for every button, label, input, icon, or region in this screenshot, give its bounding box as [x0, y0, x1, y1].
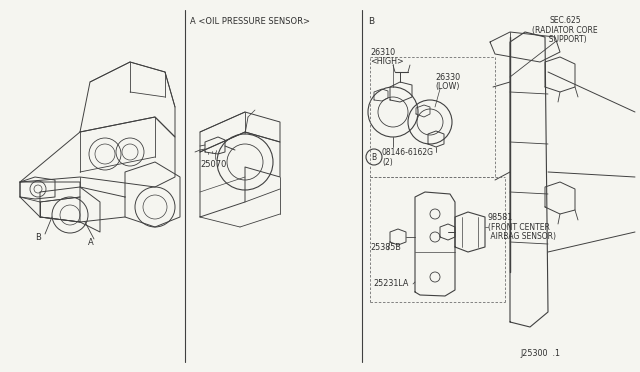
Text: AIRBAG SENSOR): AIRBAG SENSOR)	[488, 231, 556, 241]
Text: (2): (2)	[382, 157, 393, 167]
Text: B: B	[35, 232, 41, 241]
Text: (LOW): (LOW)	[435, 81, 460, 90]
Text: SUPPORT): SUPPORT)	[544, 35, 586, 44]
Text: B: B	[371, 153, 376, 161]
Text: SEC.625: SEC.625	[549, 16, 581, 25]
Text: 25385B: 25385B	[370, 243, 401, 251]
Text: 26310: 26310	[370, 48, 395, 57]
Text: (FRONT CENTER: (FRONT CENTER	[488, 222, 550, 231]
Text: 25231LA: 25231LA	[373, 279, 408, 289]
Text: A <OIL PRESSURE SENSOR>: A <OIL PRESSURE SENSOR>	[190, 16, 310, 26]
Text: 26330: 26330	[435, 73, 460, 81]
Text: (RADIATOR CORE: (RADIATOR CORE	[532, 26, 598, 35]
Text: 98581: 98581	[488, 212, 513, 221]
Text: 25070: 25070	[200, 160, 227, 169]
Text: B: B	[368, 16, 374, 26]
Text: 08146-6162G: 08146-6162G	[382, 148, 434, 157]
Text: <HIGH>: <HIGH>	[370, 57, 404, 65]
Text: A: A	[88, 237, 93, 247]
Text: J25300  .1: J25300 .1	[520, 350, 560, 359]
